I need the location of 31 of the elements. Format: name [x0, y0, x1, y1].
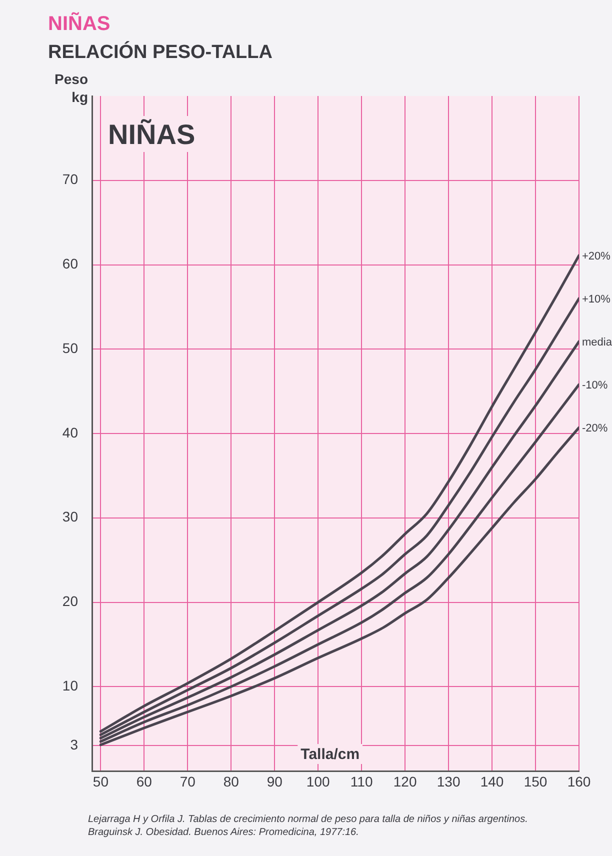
x-tick-label: 90 — [266, 773, 283, 790]
x-tick-label: 60 — [136, 773, 152, 790]
x-tick-label: 80 — [223, 773, 240, 790]
series-label: -10% — [582, 380, 608, 392]
x-tick-label: 70 — [180, 773, 196, 790]
x-tick-label: 130 — [436, 773, 460, 790]
y-tick-label: 50 — [62, 340, 78, 356]
series-label: +10% — [582, 294, 611, 306]
x-tick-label: 110 — [350, 773, 373, 790]
y-tick-label: 10 — [62, 677, 78, 694]
x-tick-label: 100 — [306, 773, 330, 790]
y-tick-label: 40 — [62, 424, 78, 440]
x-tick-label: 140 — [480, 773, 504, 790]
series-label: -20% — [582, 422, 608, 435]
y-tick-label: 30 — [62, 508, 78, 525]
y-tick-label: 20 — [62, 593, 78, 610]
y-tick-label: 60 — [62, 256, 78, 272]
text: Lejarraga H y Orfila J. Tablas de crecimiento normal de peso para talla de niños y niñas argentinos. Braguinsk J. Obesidad. Buenos Aires: Promedicina, 1977:16. — [88, 814, 528, 838]
x-tick-label: 150 — [524, 773, 548, 790]
x-tick-label: 160 — [567, 773, 591, 790]
y-tick-label: 70 — [62, 171, 78, 188]
x-axis-title: Talla/cm — [300, 746, 360, 763]
series-label: +20% — [582, 250, 611, 262]
x-tick-label: 50 — [92, 773, 109, 790]
series-label: media — [582, 336, 612, 349]
x-tick-label: 120 — [393, 773, 417, 790]
chart-subtitle: RELACIÓN PESO-TALLA — [48, 41, 273, 63]
y-axis-title: Peso kg — [54, 71, 88, 105]
chart-title: NIÑAS — [48, 12, 110, 35]
y-tick-label: 3 — [70, 736, 78, 753]
annotation: NIÑAS — [108, 119, 196, 150]
